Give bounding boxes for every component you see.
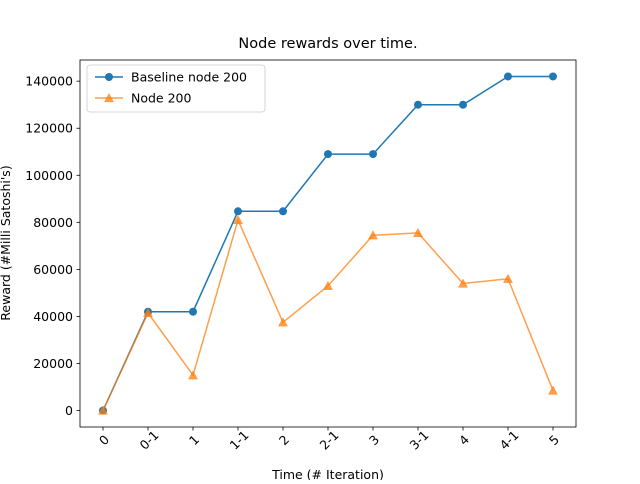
y-tick-label: 100000 <box>25 168 73 183</box>
data-point <box>549 72 557 81</box>
data-point <box>458 278 468 288</box>
data-point <box>279 207 287 216</box>
chart-title: Node rewards over time. <box>238 36 417 52</box>
data-point <box>189 307 197 316</box>
series-2 <box>98 214 558 415</box>
data-point <box>234 207 242 216</box>
legend: Baseline node 200 Node 200 <box>86 64 266 113</box>
legend-box <box>86 64 266 113</box>
data-point <box>278 317 288 327</box>
y-tick-label: 20000 <box>33 356 73 371</box>
legend-marker <box>105 73 113 81</box>
y-tick-label: 0 <box>65 403 73 418</box>
y-tick-label: 120000 <box>25 121 73 136</box>
data-point <box>188 370 198 380</box>
data-point <box>413 227 423 237</box>
data-point <box>504 72 512 81</box>
y-tick-label: 80000 <box>33 215 73 230</box>
y-axis-label: Reward (#Milli Satoshi's) <box>0 165 13 320</box>
data-point <box>459 100 467 109</box>
data-point <box>323 280 333 290</box>
data-point <box>143 307 153 317</box>
legend-label: Baseline node 200 <box>131 70 247 85</box>
y-tick-label: 40000 <box>33 309 73 324</box>
y-tick-label: 140000 <box>25 74 73 89</box>
legend-label: Node 200 <box>131 91 192 106</box>
data-point <box>368 230 378 240</box>
data-point <box>233 214 243 225</box>
data-point <box>98 405 108 415</box>
x-axis-label: Time (# Iteration) <box>271 467 384 480</box>
data-point <box>324 150 332 159</box>
y-tick-label: 60000 <box>33 262 73 277</box>
legend-marker <box>104 92 114 103</box>
data-point <box>548 385 558 395</box>
data-point <box>369 150 377 159</box>
plot-area: 0200004000060000800001000001200001400000… <box>25 59 577 453</box>
data-point <box>503 273 513 283</box>
data-point <box>414 100 422 109</box>
